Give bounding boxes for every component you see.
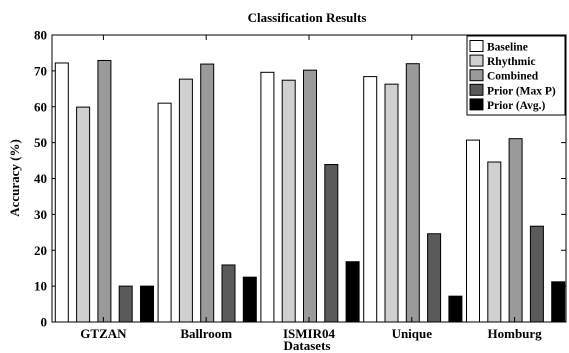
y-tick-label: 40 — [34, 171, 47, 186]
bar — [76, 106, 91, 323]
bar — [200, 63, 215, 323]
legend-label: Combined — [487, 71, 539, 83]
y-axis-label: Accuracy (%) — [7, 139, 22, 217]
x-axis-label: Datasets — [284, 338, 331, 353]
y-tick-label: 50 — [34, 135, 47, 150]
bar — [178, 78, 193, 323]
bar — [260, 71, 275, 323]
chart-title: Classification Results — [248, 10, 367, 25]
bar — [487, 161, 502, 323]
legend-label: Prior (Max P) — [487, 85, 556, 97]
bar — [324, 164, 339, 323]
y-tick-label: 10 — [34, 279, 47, 294]
bar — [303, 69, 317, 323]
bar — [405, 63, 420, 323]
legend-swatch — [469, 69, 484, 82]
x-tick-label: Unique — [392, 326, 433, 341]
bar — [466, 139, 480, 323]
y-tick-label: 70 — [34, 63, 47, 78]
y-tick-label: 0 — [41, 315, 48, 330]
legend-swatch — [469, 54, 484, 67]
plot-area: 0 10 20 30 40 50 60 70 80 GTZAN Ballroom ISMIR04 Uni… — [34, 28, 567, 341]
legend-swatch — [469, 40, 484, 52]
legend: Baseline Rhythmic Combined Prior (Max P) Pri… — [466, 35, 566, 116]
bar — [551, 281, 566, 323]
legend-label: Rhythmic — [487, 56, 536, 68]
bar — [242, 276, 257, 323]
bar — [140, 285, 154, 323]
y-tick-label: 60 — [34, 99, 47, 114]
bar — [221, 264, 236, 323]
bar — [345, 261, 360, 323]
y-tick-label: 30 — [34, 207, 47, 222]
legend-swatch — [469, 83, 484, 96]
legend-label: Baseline — [487, 42, 528, 54]
x-tick-label: GTZAN — [80, 326, 127, 341]
bar — [529, 225, 544, 323]
bar — [384, 83, 399, 323]
bar — [363, 76, 378, 323]
bar — [118, 285, 133, 323]
bar — [427, 233, 442, 323]
x-tick-label: Ballroom — [180, 326, 232, 341]
x-tick-label: ISMIR04 — [283, 326, 336, 341]
y-tick-label: 80 — [34, 28, 47, 43]
legend-label: Prior (Avg.) — [487, 100, 546, 112]
bar — [54, 62, 69, 323]
bar — [281, 79, 296, 323]
legend-swatch — [469, 98, 484, 111]
bar — [97, 59, 112, 323]
bar — [508, 138, 523, 323]
x-tick-label: Homburg — [488, 326, 543, 341]
bar — [157, 102, 172, 323]
bar — [448, 295, 463, 323]
y-tick-label: 20 — [34, 243, 47, 258]
